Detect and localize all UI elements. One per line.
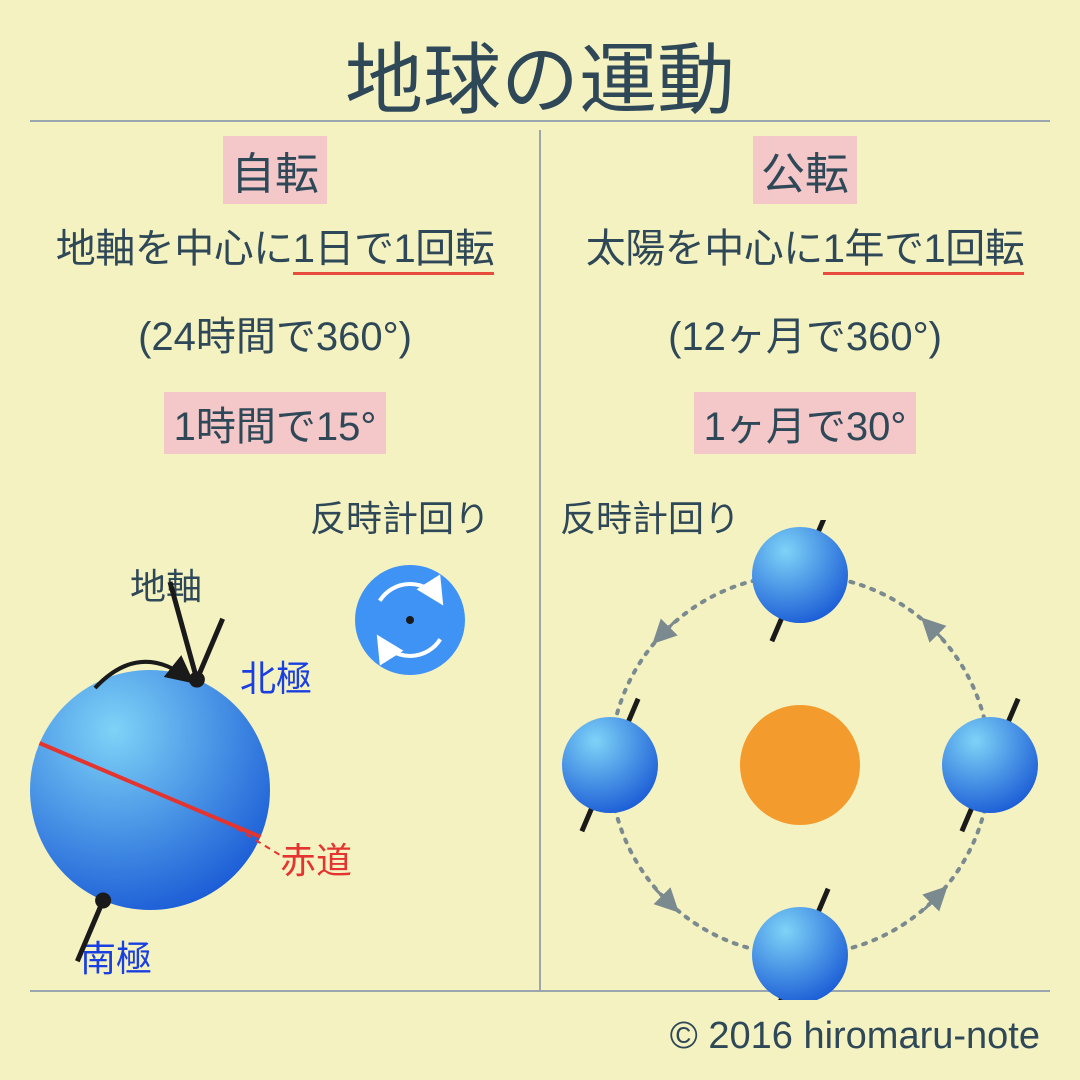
- right-column: 公転 太陽を中心に1年で1回転 (12ヶ月で360°) 1ヶ月で30°: [550, 130, 1060, 454]
- left-line1-pre: 地軸を中心に: [56, 227, 293, 271]
- rotation-diagram: [0, 540, 540, 1000]
- right-line3: 1ヶ月で30°: [694, 392, 917, 454]
- left-line3: 1時間で15°: [164, 392, 387, 454]
- left-line1: 地軸を中心に1日で1回転: [20, 216, 530, 274]
- left-column: 自転 地軸を中心に1日で1回転 (24時間で360°) 1時間で15°: [20, 130, 530, 454]
- left-line1-underline: 1日で1回転: [293, 227, 495, 275]
- left-direction-label: 反時計回り: [310, 490, 490, 542]
- copyright-text: © 2016 hiromaru-note: [670, 1015, 1040, 1058]
- left-subtitle: 自転: [223, 136, 327, 204]
- right-subtitle: 公転: [753, 136, 857, 204]
- left-line2: (24時間で360°): [20, 304, 530, 362]
- infographic-canvas: 地球の運動 自転 地軸を中心に1日で1回転 (24時間で360°) 1時間で15…: [0, 0, 1080, 1080]
- revolution-diagram: [540, 520, 1080, 1000]
- right-line2: (12ヶ月で360°): [550, 304, 1060, 362]
- right-line1-pre: 太陽を中心に: [586, 227, 823, 271]
- top-divider: [30, 120, 1050, 122]
- main-title: 地球の運動: [0, 18, 1080, 130]
- right-line1: 太陽を中心に1年で1回転: [550, 216, 1060, 274]
- right-line1-underline: 1年で1回転: [823, 227, 1025, 275]
